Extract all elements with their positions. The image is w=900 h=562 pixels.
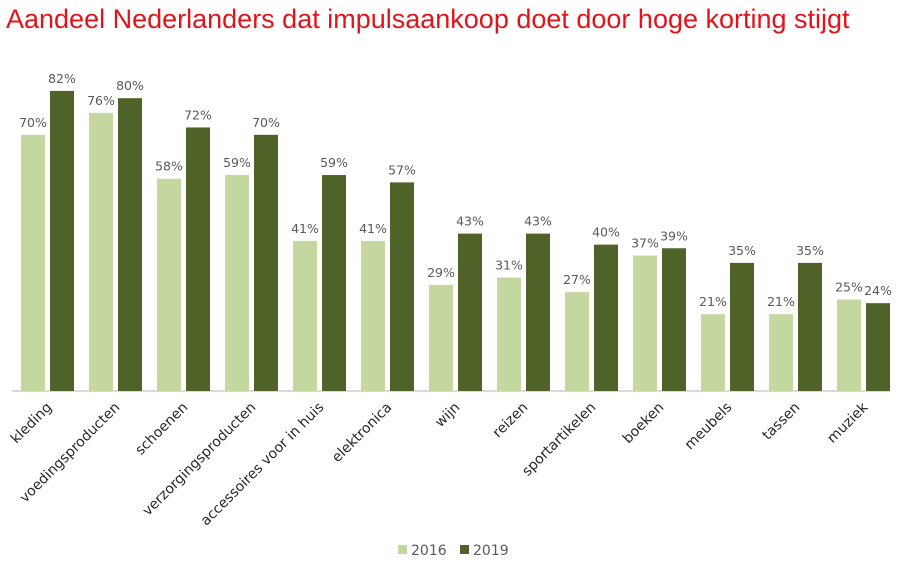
data-label: 80% bbox=[116, 78, 144, 93]
bar-2016-verzorgingsproducten bbox=[225, 175, 249, 391]
data-label: 27% bbox=[563, 272, 591, 287]
category-label: schoenen bbox=[132, 400, 191, 459]
bar-2019-elektronica bbox=[390, 182, 414, 391]
bar-2019-tassen bbox=[798, 262, 822, 391]
data-label: 21% bbox=[699, 294, 727, 309]
data-label: 72% bbox=[184, 107, 212, 122]
legend-swatch-2019 bbox=[460, 545, 469, 554]
legend-swatch-2016 bbox=[398, 545, 407, 554]
bar-2019-wijn bbox=[458, 233, 482, 391]
data-label: 35% bbox=[728, 243, 756, 258]
category-label: verzorgingsproducten bbox=[140, 400, 260, 520]
bar-2016-schoenen bbox=[157, 178, 181, 391]
category-label: meubels bbox=[682, 400, 736, 454]
bar-2019-muziek bbox=[866, 303, 890, 391]
data-label: 43% bbox=[524, 214, 552, 229]
data-label: 37% bbox=[631, 236, 659, 251]
data-label: 41% bbox=[359, 221, 387, 236]
bar-2019-kleding bbox=[50, 90, 74, 391]
bar-2019-voedingsproducten bbox=[118, 98, 142, 391]
bar-2016-muziek bbox=[837, 299, 861, 391]
bar-2016-tassen bbox=[769, 314, 793, 391]
legend-label-2016: 2016 bbox=[411, 543, 447, 559]
data-label: 41% bbox=[291, 221, 319, 236]
data-label: 24% bbox=[864, 283, 892, 298]
bar-2019-boeken bbox=[662, 248, 686, 391]
data-label: 59% bbox=[320, 155, 348, 170]
category-label: muziek bbox=[824, 399, 872, 447]
bar-2019-accessoires-voor-in-huis bbox=[322, 175, 346, 391]
category-label: elektronica bbox=[329, 400, 395, 466]
bar-2016-voedingsproducten bbox=[89, 112, 113, 391]
data-label: 82% bbox=[48, 71, 76, 86]
data-label: 70% bbox=[19, 115, 47, 130]
bar-2019-meubels bbox=[730, 262, 754, 391]
category-label: wijn bbox=[432, 400, 463, 431]
category-label: tassen bbox=[759, 400, 803, 444]
bar-2016-elektronica bbox=[361, 240, 385, 391]
category-label: kleding bbox=[8, 400, 55, 447]
data-label: 57% bbox=[388, 162, 416, 177]
bar-2019-verzorgingsproducten bbox=[254, 134, 278, 392]
category-label: reizen bbox=[490, 400, 532, 442]
bar-2019-sportartikelen bbox=[594, 244, 618, 391]
bar-2019-schoenen bbox=[186, 127, 210, 391]
chart-title: Aandeel Nederlanders dat impulsaankoop d… bbox=[6, 4, 850, 34]
bar-2016-meubels bbox=[701, 314, 725, 391]
bar-2016-accessoires-voor-in-huis bbox=[293, 240, 317, 391]
data-label: 40% bbox=[592, 225, 620, 240]
bar-2016-boeken bbox=[633, 255, 657, 391]
legend-label-2019: 2019 bbox=[473, 543, 509, 559]
data-label: 29% bbox=[427, 265, 455, 280]
category-label: sportartikelen bbox=[519, 400, 599, 480]
data-label: 43% bbox=[456, 214, 484, 229]
data-label: 59% bbox=[223, 155, 251, 170]
data-label: 39% bbox=[660, 228, 688, 243]
data-label: 35% bbox=[796, 243, 824, 258]
category-label: accessoires voor in huis bbox=[198, 400, 328, 530]
data-label: 31% bbox=[495, 258, 523, 273]
data-label: 76% bbox=[87, 93, 115, 108]
bar-2016-kleding bbox=[21, 134, 45, 392]
data-label: 70% bbox=[252, 115, 280, 130]
bar-2016-wijn bbox=[429, 284, 453, 391]
data-label: 21% bbox=[767, 294, 795, 309]
bar-2019-reizen bbox=[526, 233, 550, 391]
data-label: 25% bbox=[835, 280, 863, 295]
bar-2016-sportartikelen bbox=[565, 292, 589, 391]
category-label: boeken bbox=[620, 400, 667, 447]
data-label: 58% bbox=[155, 159, 183, 174]
bar-2016-reizen bbox=[497, 277, 521, 391]
